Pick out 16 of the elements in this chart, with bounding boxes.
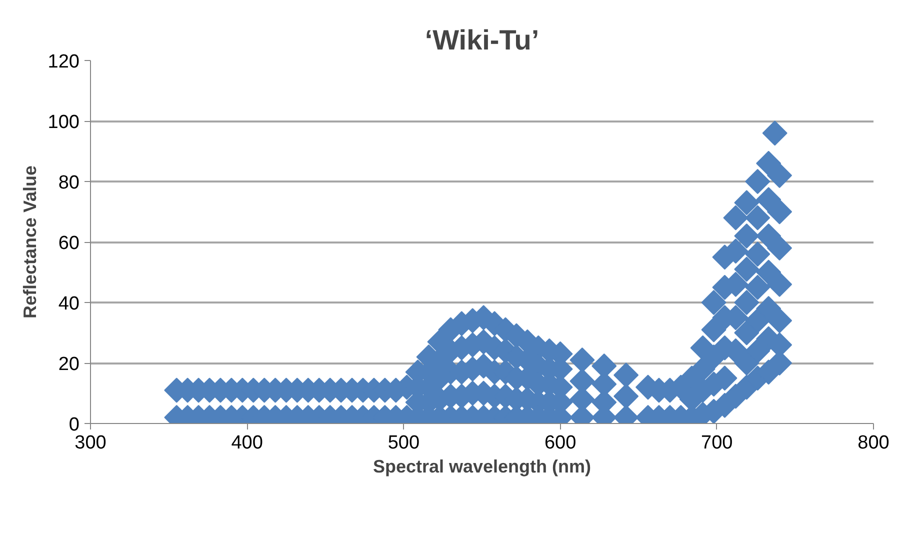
x-tick-label: 400 xyxy=(231,432,263,454)
y-tick-label: 80 xyxy=(58,172,80,194)
chart-title: ‘Wiki-Tu’ xyxy=(424,24,540,56)
y-tick-label: 60 xyxy=(58,233,80,254)
y-tick-label: 40 xyxy=(58,294,80,314)
y-axis-title: Reflectance Value xyxy=(20,165,40,319)
y-tick-label: 100 xyxy=(48,112,80,133)
y-tick-label: 20 xyxy=(58,354,80,375)
y-tick-label: 120 xyxy=(48,52,80,72)
x-tick-label: 300 xyxy=(74,432,106,454)
x-tick-label: 500 xyxy=(388,432,420,454)
x-tick-label: 600 xyxy=(544,432,576,454)
x-axis-title: Spectral wavelength (nm) xyxy=(372,456,592,476)
x-tick-label: 800 xyxy=(858,432,890,454)
y-tick-label: 0 xyxy=(68,414,80,436)
x-tick-label: 700 xyxy=(701,432,733,454)
